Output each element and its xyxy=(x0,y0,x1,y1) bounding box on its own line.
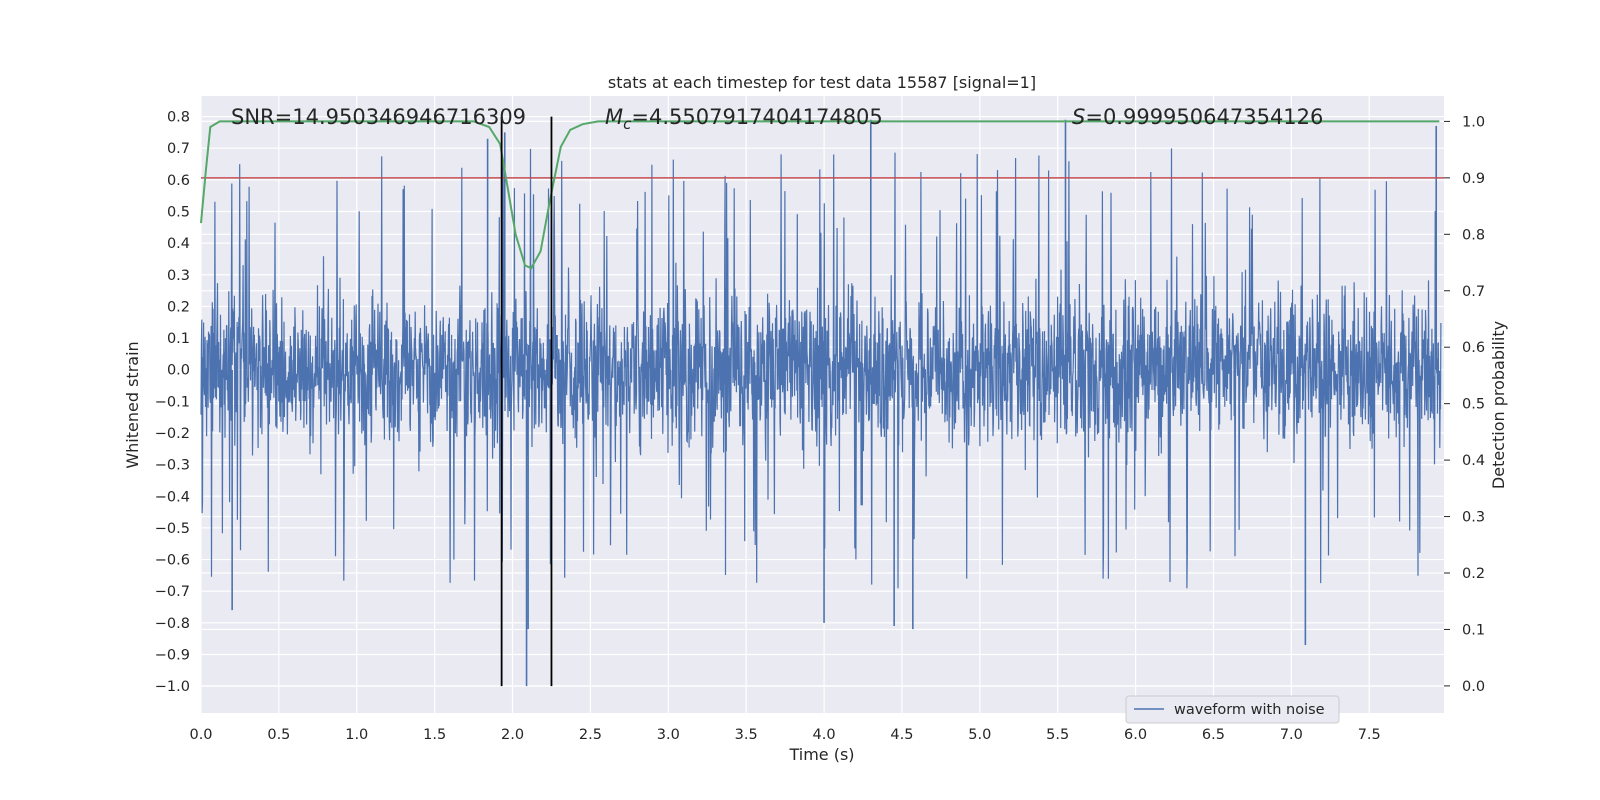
snr-annotation: SNR=14.950346946716309 xyxy=(231,105,526,129)
y-tick-label: −0.3 xyxy=(155,458,190,474)
x-tick-label: 3.5 xyxy=(735,727,758,743)
y-tick-label: −0.1 xyxy=(155,394,190,410)
y2-tick-label: 1.0 xyxy=(1462,114,1485,130)
y-tick-label: −0.5 xyxy=(155,521,190,537)
x-tick-label: 7.0 xyxy=(1280,727,1303,743)
y2-tick-label: 0.0 xyxy=(1462,679,1485,695)
score-symbol: S xyxy=(1072,105,1085,129)
y-tick-label: −0.7 xyxy=(155,584,190,600)
y-tick-label: −0.2 xyxy=(155,426,190,442)
y2-tick-label: 0.8 xyxy=(1462,227,1485,243)
legend: waveform with noise xyxy=(1125,695,1340,724)
y-tick-label: −0.6 xyxy=(155,553,190,569)
x-tick-label: 5.5 xyxy=(1046,727,1069,743)
y-tick-label: −1.0 xyxy=(155,679,190,695)
chirp-mass-subscript: c xyxy=(623,115,632,133)
x-tick-label: 3.0 xyxy=(657,727,680,743)
y2-tick-label: 0.2 xyxy=(1462,566,1485,582)
vertical-markers xyxy=(500,116,553,687)
y2-axis-label: Detection probability xyxy=(1489,321,1508,489)
chirp-mass-value: =4.5507917404174805 xyxy=(631,105,882,129)
y-tick-label: 0.8 xyxy=(167,110,190,126)
legend-label: waveform with noise xyxy=(1174,702,1325,718)
y-tick-label: −0.8 xyxy=(155,616,190,632)
x-tick-label: 5.0 xyxy=(968,727,991,743)
x-tick-label: 1.0 xyxy=(345,727,368,743)
y2-tick-label: 0.4 xyxy=(1462,453,1485,469)
chart-title: stats at each timestep for test data 155… xyxy=(608,73,1036,92)
y-axis-ticks: 0.8 0.7 0.6 0.5 0.4 0.3 0.2 0.1 0.0 −0.1 −0.2 −0.3 −… xyxy=(155,110,190,696)
chirp-mass-annotation: Mc=4.5507917404174805 xyxy=(605,105,883,133)
x-tick-label: 6.5 xyxy=(1202,727,1225,743)
x-axis-label: Time (s) xyxy=(788,745,854,764)
x-tick-label: 0.5 xyxy=(267,727,290,743)
y-tick-label: −0.9 xyxy=(155,647,190,663)
score-annotation: S=0.999950647354126 xyxy=(1072,105,1323,129)
y2-tick-label: 0.3 xyxy=(1462,510,1485,526)
chirp-mass-symbol: M xyxy=(605,105,623,129)
waveform-line xyxy=(200,148,1442,589)
probability-line xyxy=(200,120,1440,270)
x-axis-ticks: 0.0 0.5 1.0 1.5 2.0 2.5 3.0 3.5 4.0 4.5 5.0 5.5 6.0 6… xyxy=(189,727,1380,743)
y-tick-label: 0.1 xyxy=(167,331,190,347)
y2-tick-label: 0.7 xyxy=(1462,284,1485,300)
y-tick-label: 0.0 xyxy=(167,363,190,379)
y-tick-label: 0.5 xyxy=(167,204,190,220)
x-tick-label: 4.5 xyxy=(890,727,913,743)
y-tick-label: −0.4 xyxy=(155,489,190,505)
x-tick-label: 6.0 xyxy=(1124,727,1147,743)
y-tick-label: 0.6 xyxy=(167,173,190,189)
y-tick-label: 0.7 xyxy=(167,141,190,157)
legend-box xyxy=(1125,695,1340,724)
waveform-spikes xyxy=(231,119,1438,687)
x-tick-label: 1.5 xyxy=(423,727,446,743)
y-tick-label: 0.3 xyxy=(167,268,190,284)
y2-tick-label: 0.9 xyxy=(1462,171,1485,187)
x-tick-label: 4.0 xyxy=(813,727,836,743)
score-value: =0.999950647354126 xyxy=(1085,105,1323,129)
x-tick-label: 2.0 xyxy=(501,727,524,743)
y2-tick-label: 0.1 xyxy=(1462,622,1485,638)
y2-axis-ticks: 1.0 0.9 0.8 0.7 0.6 0.5 0.4 0.3 0.2 0.1 0.0 xyxy=(1444,114,1485,695)
x-tick-label: 0.0 xyxy=(189,727,212,743)
y-axis-label: Whitened strain xyxy=(123,341,142,468)
y-tick-label: 0.4 xyxy=(167,236,190,252)
y2-tick-label: 0.6 xyxy=(1462,340,1485,356)
x-tick-label: 2.5 xyxy=(579,727,602,743)
x-tick-label: 7.5 xyxy=(1358,727,1381,743)
y2-tick-label: 0.5 xyxy=(1462,397,1485,413)
y-tick-label: 0.2 xyxy=(167,299,190,315)
